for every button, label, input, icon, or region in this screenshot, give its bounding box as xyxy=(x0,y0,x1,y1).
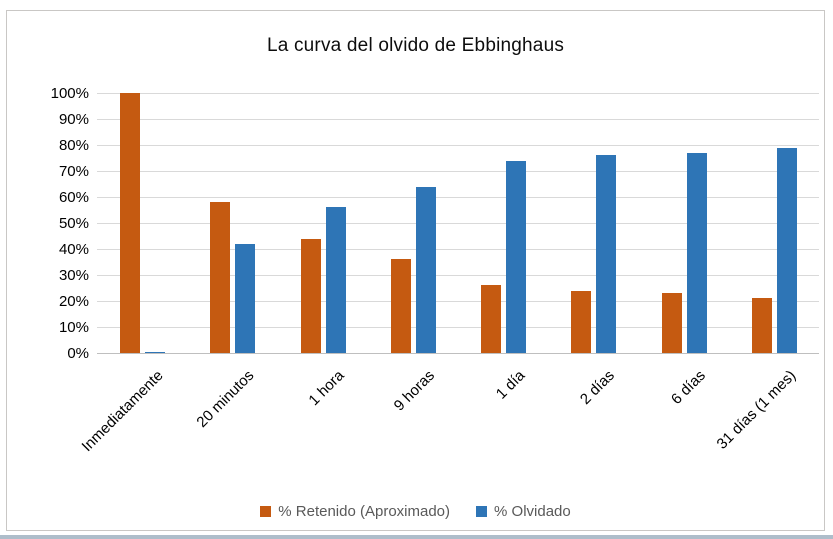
x-tick-label: 6 días xyxy=(668,367,710,408)
legend-swatch-icon xyxy=(476,506,488,517)
y-tick-label: 100% xyxy=(50,85,89,102)
gridline xyxy=(97,93,819,94)
y-tick-label: 70% xyxy=(58,163,89,180)
legend-swatch-icon xyxy=(260,506,272,517)
chart-frame: La curva del olvido de Ebbinghaus 100% 90… xyxy=(6,10,825,531)
gridline xyxy=(97,145,819,146)
legend-label: % Olvidado xyxy=(494,503,571,520)
bar-olvidado xyxy=(144,351,165,353)
gridline xyxy=(97,249,819,250)
plot-area: Inmediatamente 20 minutos 1 hora 9 horas 1 d… xyxy=(79,93,819,455)
bar-group xyxy=(278,93,368,353)
y-tick-label: 80% xyxy=(58,137,89,154)
bar-retenido xyxy=(390,259,411,353)
y-tick-label: 90% xyxy=(58,111,89,128)
bar-olvidado xyxy=(776,147,797,353)
y-tick-label: 40% xyxy=(58,241,89,258)
bar-retenido xyxy=(300,238,321,353)
bar-olvidado xyxy=(505,160,526,353)
gridline xyxy=(97,223,819,224)
x-tick-label: 1 día xyxy=(492,367,529,403)
bar-group xyxy=(639,93,729,353)
x-tick-label: 9 horas xyxy=(390,367,439,415)
y-tick-label: 30% xyxy=(58,267,89,284)
x-tick-label: 20 minutos xyxy=(193,367,258,431)
gridline xyxy=(97,171,819,172)
bar-olvidado xyxy=(595,155,616,353)
bar-olvidado xyxy=(415,186,436,353)
gridline xyxy=(97,301,819,302)
gridline xyxy=(97,275,819,276)
gridline xyxy=(97,327,819,328)
gridline xyxy=(97,119,819,120)
bar-retenido xyxy=(209,202,230,353)
bar-group xyxy=(187,93,277,353)
bar-group xyxy=(368,93,458,353)
bar-retenido xyxy=(570,290,591,353)
bar-group xyxy=(458,93,548,353)
legend-label: % Retenido (Aproximado) xyxy=(278,503,451,520)
y-axis: 100% 90% 80% 70% 60% 50% 40% 30% 20% 10% 0% xyxy=(7,11,89,530)
bar-retenido xyxy=(751,298,772,353)
bar-olvidado xyxy=(234,243,255,353)
x-tick-label: 1 hora xyxy=(305,367,349,410)
x-tick-label: 31 días (1 mes) xyxy=(713,367,800,453)
legend-item: % Olvidado xyxy=(476,503,571,520)
y-tick-label: 20% xyxy=(58,293,89,310)
gridline xyxy=(97,197,819,198)
bar-retenido xyxy=(119,93,140,353)
bar-group xyxy=(97,93,187,353)
x-tick-label: 2 días xyxy=(577,367,619,408)
bar-olvidado xyxy=(325,207,346,353)
y-tick-label: 10% xyxy=(58,319,89,336)
bar-group xyxy=(548,93,638,353)
bar-group xyxy=(729,93,819,353)
bar-retenido xyxy=(661,293,682,353)
chart-legend: % Retenido (Aproximado) % Olvidado xyxy=(7,503,824,520)
chart-title: La curva del olvido de Ebbinghaus xyxy=(266,35,565,56)
bar-retenido xyxy=(480,285,501,353)
y-tick-label: 0% xyxy=(67,345,89,362)
x-axis-line xyxy=(97,353,819,354)
y-tick-label: 50% xyxy=(58,215,89,232)
bottom-divider xyxy=(0,535,833,539)
legend-item: % Retenido (Aproximado) xyxy=(260,503,450,520)
x-tick-label: Inmediatamente xyxy=(78,367,168,456)
y-tick-label: 60% xyxy=(58,189,89,206)
bar-olvidado xyxy=(686,152,707,353)
